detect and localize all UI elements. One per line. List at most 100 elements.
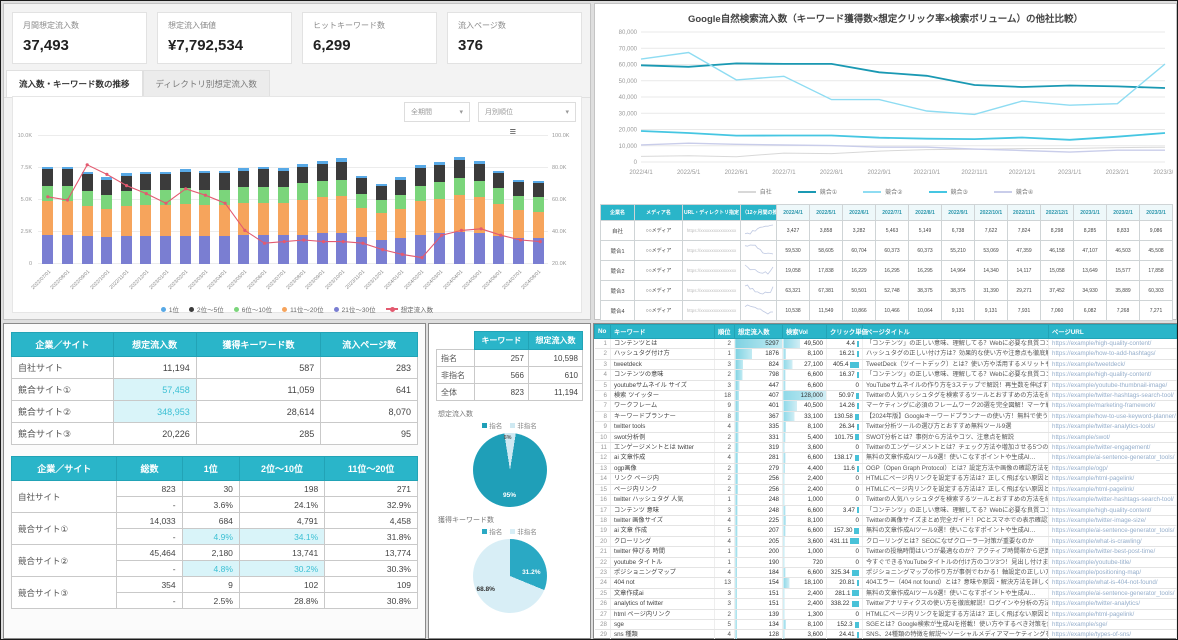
cpc-bar bbox=[850, 361, 859, 368]
legend-item-21位～30位[interactable]: 21位～30位 bbox=[333, 304, 376, 314]
bar-segment bbox=[493, 235, 505, 264]
percent-cell: - bbox=[116, 592, 183, 609]
chart-menu-icon[interactable]: ≡ bbox=[509, 126, 516, 138]
legend-item-11位～20位[interactable]: 11位～20位 bbox=[282, 304, 324, 314]
tab-1[interactable]: ディレクトリ別想定流入数 bbox=[142, 70, 270, 97]
page-url-cell[interactable]: https://example/how-to-use-keyword-plann… bbox=[1048, 411, 1177, 423]
square-marker bbox=[510, 529, 516, 534]
cpc-bar bbox=[856, 465, 859, 472]
rank-select[interactable]: 月別順位 ▾ bbox=[478, 102, 576, 122]
legend-item-競合①[interactable]: 競合① bbox=[797, 187, 837, 196]
tab-0[interactable]: 流入数・キーワード数の推移 bbox=[6, 70, 143, 97]
bar-2023/10/01 bbox=[336, 158, 348, 264]
url-cell[interactable]: https://xxxxxxxxxxxxxxxx bbox=[682, 280, 741, 301]
bar-2022/09/01 bbox=[81, 171, 93, 264]
table-header-row: No キーワード 順位 想定流入数 検索Vol クリック単価 ページタイトル ページURL bbox=[594, 324, 1177, 339]
bar-segment bbox=[356, 193, 368, 208]
value-cell: 10,598 bbox=[527, 349, 584, 367]
cpc-value: 138.17 bbox=[830, 453, 859, 462]
page-url-cell[interactable]: https://example/youtube-title/ bbox=[1048, 557, 1177, 568]
page-url-cell[interactable]: https://example/marketing-framework/ bbox=[1048, 400, 1177, 412]
page-url-cell[interactable]: https://example/ai-sentence-generator_to… bbox=[1048, 452, 1177, 464]
page-url-cell[interactable]: https://example/html-pagelink/ bbox=[1048, 484, 1177, 496]
bar-2023/03/01 bbox=[199, 170, 211, 264]
cpc-number: 3.47 bbox=[842, 506, 855, 514]
page-url-cell[interactable]: https://example/tweetdeck/ bbox=[1048, 359, 1177, 371]
page-url-cell[interactable]: https://example/twitter-hashtags-search-… bbox=[1048, 390, 1177, 402]
cpc-cell: 50.97 bbox=[826, 390, 863, 402]
bar-2024/05/01 bbox=[473, 161, 485, 264]
legend-item-6位～10位[interactable]: 6位～10位 bbox=[233, 304, 272, 314]
value-cell: 60,303 bbox=[1139, 280, 1173, 301]
legend-item-1位[interactable]: 1位 bbox=[160, 304, 179, 314]
page-url-cell[interactable]: https://example/what-is-404-not-found/ bbox=[1048, 577, 1177, 589]
bar-segment bbox=[395, 238, 407, 264]
column-header: 流入ページ数 bbox=[320, 332, 418, 357]
table-row: 競合1 ○○メディア https://xxxxxxxxxxxxxxxx 59,530 5… bbox=[600, 240, 1173, 261]
page-url-cell[interactable]: https://example/twitter-hashtags-search-… bbox=[1048, 494, 1177, 506]
period-select[interactable]: 全期間 ▾ bbox=[404, 102, 470, 122]
url-cell[interactable]: https://xxxxxxxxxxxxxxxx bbox=[682, 220, 741, 241]
page-url-cell[interactable]: https://example/html-pagelink/ bbox=[1048, 473, 1177, 485]
url-cell[interactable]: https://xxxxxxxxxxxxxxxx bbox=[682, 260, 741, 281]
table-row: 28 sge 5 134 8,100 152.3 SGEとは？Google検索が生成AIを搭… bbox=[594, 619, 1177, 631]
page-url-cell[interactable]: https://example/high-quality-content/ bbox=[1048, 369, 1177, 381]
page-url-cell[interactable]: https://example/how-to-add-hashtags/ bbox=[1048, 348, 1177, 360]
column-header: 2位～10位 bbox=[238, 456, 326, 481]
svg-text:2023/2/1: 2023/2/1 bbox=[1106, 170, 1130, 176]
bar-segment bbox=[218, 189, 230, 206]
page-url-cell[interactable]: https://example/swot/ bbox=[1048, 432, 1177, 444]
page-url-cell[interactable]: https://example/ai-sentence-generator_to… bbox=[1048, 588, 1177, 600]
page-url-cell[interactable]: https://example/html-pagelink/ bbox=[1048, 609, 1177, 620]
count-cell: 2,180 bbox=[181, 544, 240, 561]
cpc-value: 4.4 bbox=[830, 339, 859, 348]
bar-segment bbox=[512, 210, 524, 239]
x-tick-label: 2024/04/01 bbox=[442, 269, 464, 291]
legend-label: 2位～5位 bbox=[197, 307, 224, 314]
legend-item-自社[interactable]: 自社 bbox=[737, 187, 772, 196]
page-url-cell[interactable]: https://example/high-quality-content/ bbox=[1048, 505, 1177, 516]
table-row: 24 404 not 13 154 18,100 20.81 404エラー（404 not … bbox=[594, 577, 1177, 589]
page-url-cell[interactable]: https://example/twitter-image-size/ bbox=[1048, 515, 1177, 527]
page-url-cell[interactable]: https://example/positioning-map/ bbox=[1048, 567, 1177, 579]
sparkline-cell bbox=[740, 240, 777, 261]
page-url-cell[interactable]: https://example/ai-sentence-generator_to… bbox=[1048, 525, 1177, 537]
page-url-cell[interactable]: https://example/ogp/ bbox=[1048, 463, 1177, 475]
page-url-cell[interactable]: https://example/twitter-engagement/ bbox=[1048, 442, 1177, 454]
cpc-number: 405.4 bbox=[832, 360, 849, 368]
cpc-number: 16.21 bbox=[839, 350, 855, 358]
page-url-cell[interactable]: https://example/twitter-analytics-tools/ bbox=[1048, 421, 1177, 433]
svg-text:70,000: 70,000 bbox=[619, 46, 638, 52]
panel-competitor-comparison: Google自然検索流入数（キーワード獲得数×想定クリック率×検索ボリューム）の… bbox=[594, 3, 1177, 321]
page-url-cell[interactable]: https://example/high-quality-content/ bbox=[1048, 338, 1177, 350]
page-url-cell[interactable]: https://example/what-is-crawling/ bbox=[1048, 536, 1177, 548]
svg-text:2022/7/1: 2022/7/1 bbox=[772, 170, 796, 176]
url-cell[interactable]: https://xxxxxxxxxxxxxxxx bbox=[682, 240, 741, 261]
x-tick-label: 2024/03/01 bbox=[422, 269, 445, 291]
bar-segment bbox=[120, 175, 132, 192]
table-header-row: 企業／サイト 想定流入数 獲得キーワード数 流入ページ数 bbox=[11, 332, 418, 357]
keyword-cell: 検索 ツイッター bbox=[610, 390, 715, 402]
column-header: 想定流入数 bbox=[527, 331, 584, 350]
page-url-cell[interactable]: https://example/sge/ bbox=[1048, 619, 1177, 631]
table-row: 2 ハッシュタグ付け方 1 1876 8,100 16.21 ハッシュタグの正しい付け方は？… bbox=[594, 348, 1177, 360]
legend-item-2位～5位[interactable]: 2位～5位 bbox=[189, 304, 224, 314]
pie-chart-獲得キーワード数: 31.2% 68.8% bbox=[472, 539, 547, 613]
page-url-cell[interactable]: https://example/twitter-best-post-time/ bbox=[1048, 546, 1177, 558]
count-cell: 823 bbox=[116, 480, 183, 497]
page-url-cell[interactable]: https://example/youtube-thumbnail-image/ bbox=[1048, 380, 1177, 392]
page-url-cell[interactable]: https://example/types-of-sns/ bbox=[1048, 629, 1177, 639]
legend-item-競合④[interactable]: 競合④ bbox=[993, 187, 1033, 196]
legend-item-想定流入数[interactable]: 想定流入数 bbox=[385, 304, 433, 314]
page-title-cell: Twitterの画像サイズまとめ完全ガイド！PCとスマホでの表示確認方法も… bbox=[862, 515, 1049, 527]
svg-text:10,000: 10,000 bbox=[619, 144, 638, 150]
bar-2022/11/01 bbox=[120, 173, 132, 264]
url-cell[interactable]: https://xxxxxxxxxxxxxxxx bbox=[682, 300, 741, 321]
legend-item-競合③[interactable]: 競合③ bbox=[928, 187, 968, 196]
page-url-cell[interactable]: https://example/twitter-analytics/ bbox=[1048, 598, 1177, 610]
row-label-cell: 指名 bbox=[436, 349, 475, 367]
legend-item-競合②[interactable]: 競合② bbox=[863, 187, 903, 196]
percent-cell: 34.1% bbox=[238, 528, 326, 545]
dot-marker bbox=[333, 306, 339, 312]
bar-segment bbox=[473, 164, 485, 181]
